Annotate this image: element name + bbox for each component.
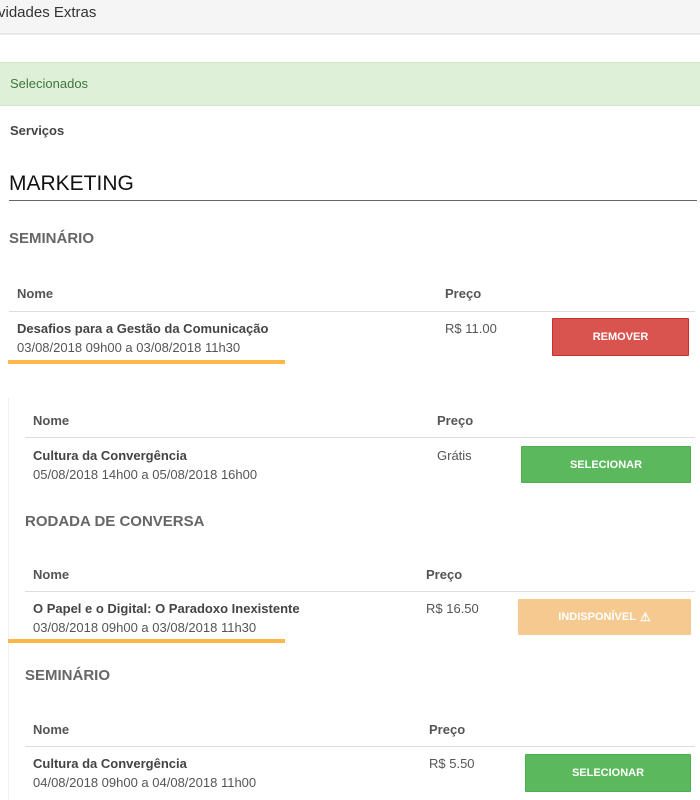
table-divider bbox=[25, 591, 695, 592]
table-divider bbox=[9, 311, 695, 312]
category-heading: MARKETING bbox=[9, 172, 134, 195]
item-price: R$ 5.50 bbox=[429, 756, 475, 771]
col-name: Nome bbox=[33, 413, 70, 428]
section-type: SEMINÁRIO bbox=[9, 230, 95, 247]
col-price: Preço bbox=[429, 722, 466, 737]
alert-text: Selecionados bbox=[10, 76, 89, 91]
category-divider bbox=[9, 200, 697, 201]
select-button[interactable]: SELECIONAR bbox=[521, 446, 691, 483]
item-title: O Papel e o Digital: O Paradoxo Inexiste… bbox=[33, 601, 300, 616]
col-price: Preço bbox=[445, 286, 482, 301]
table-divider bbox=[25, 437, 695, 438]
page-header: vidades Extras bbox=[0, 0, 700, 35]
section-type: SEMINÁRIO bbox=[25, 667, 111, 684]
section-type: RODADA DE CONVERSA bbox=[25, 513, 205, 530]
remove-button[interactable]: REMOVER bbox=[552, 318, 689, 356]
item-date: 04/08/2018 09h00 a 04/08/2018 11h00 bbox=[33, 775, 257, 790]
item-price: Grátis bbox=[437, 448, 472, 463]
select-button[interactable]: SELECIONAR bbox=[525, 754, 691, 792]
table-divider bbox=[25, 746, 695, 747]
item-date: 03/08/2018 09h00 a 03/08/2018 11h30 bbox=[33, 620, 257, 635]
col-name: Nome bbox=[17, 286, 54, 301]
item-title: Cultura da Convergência bbox=[33, 756, 187, 771]
item-price: R$ 16.50 bbox=[426, 601, 479, 616]
highlight-underline bbox=[8, 360, 285, 364]
container-border bbox=[8, 398, 9, 800]
col-price: Preço bbox=[437, 413, 474, 428]
col-price: Preço bbox=[426, 567, 463, 582]
col-name: Nome bbox=[33, 722, 70, 737]
services-label: Serviços bbox=[10, 123, 65, 138]
page-title: vidades Extras bbox=[0, 4, 97, 21]
item-title: Cultura da Convergência bbox=[33, 448, 187, 463]
unavailable-label: INDISPONÍVEL bbox=[558, 611, 636, 623]
highlight-underline bbox=[8, 639, 285, 643]
item-title: Desafios para a Gestão da Comunicação bbox=[17, 321, 269, 336]
unavailable-button[interactable]: INDISPONÍVEL ⚠ bbox=[518, 599, 691, 635]
selected-alert: Selecionados bbox=[0, 62, 700, 106]
warning-icon: ⚠ bbox=[639, 610, 651, 624]
item-date: 03/08/2018 09h00 a 03/08/2018 11h30 bbox=[17, 340, 241, 355]
item-date: 05/08/2018 14h00 a 05/08/2018 16h00 bbox=[33, 467, 258, 482]
col-name: Nome bbox=[33, 567, 70, 582]
item-price: R$ 11.00 bbox=[445, 321, 497, 336]
